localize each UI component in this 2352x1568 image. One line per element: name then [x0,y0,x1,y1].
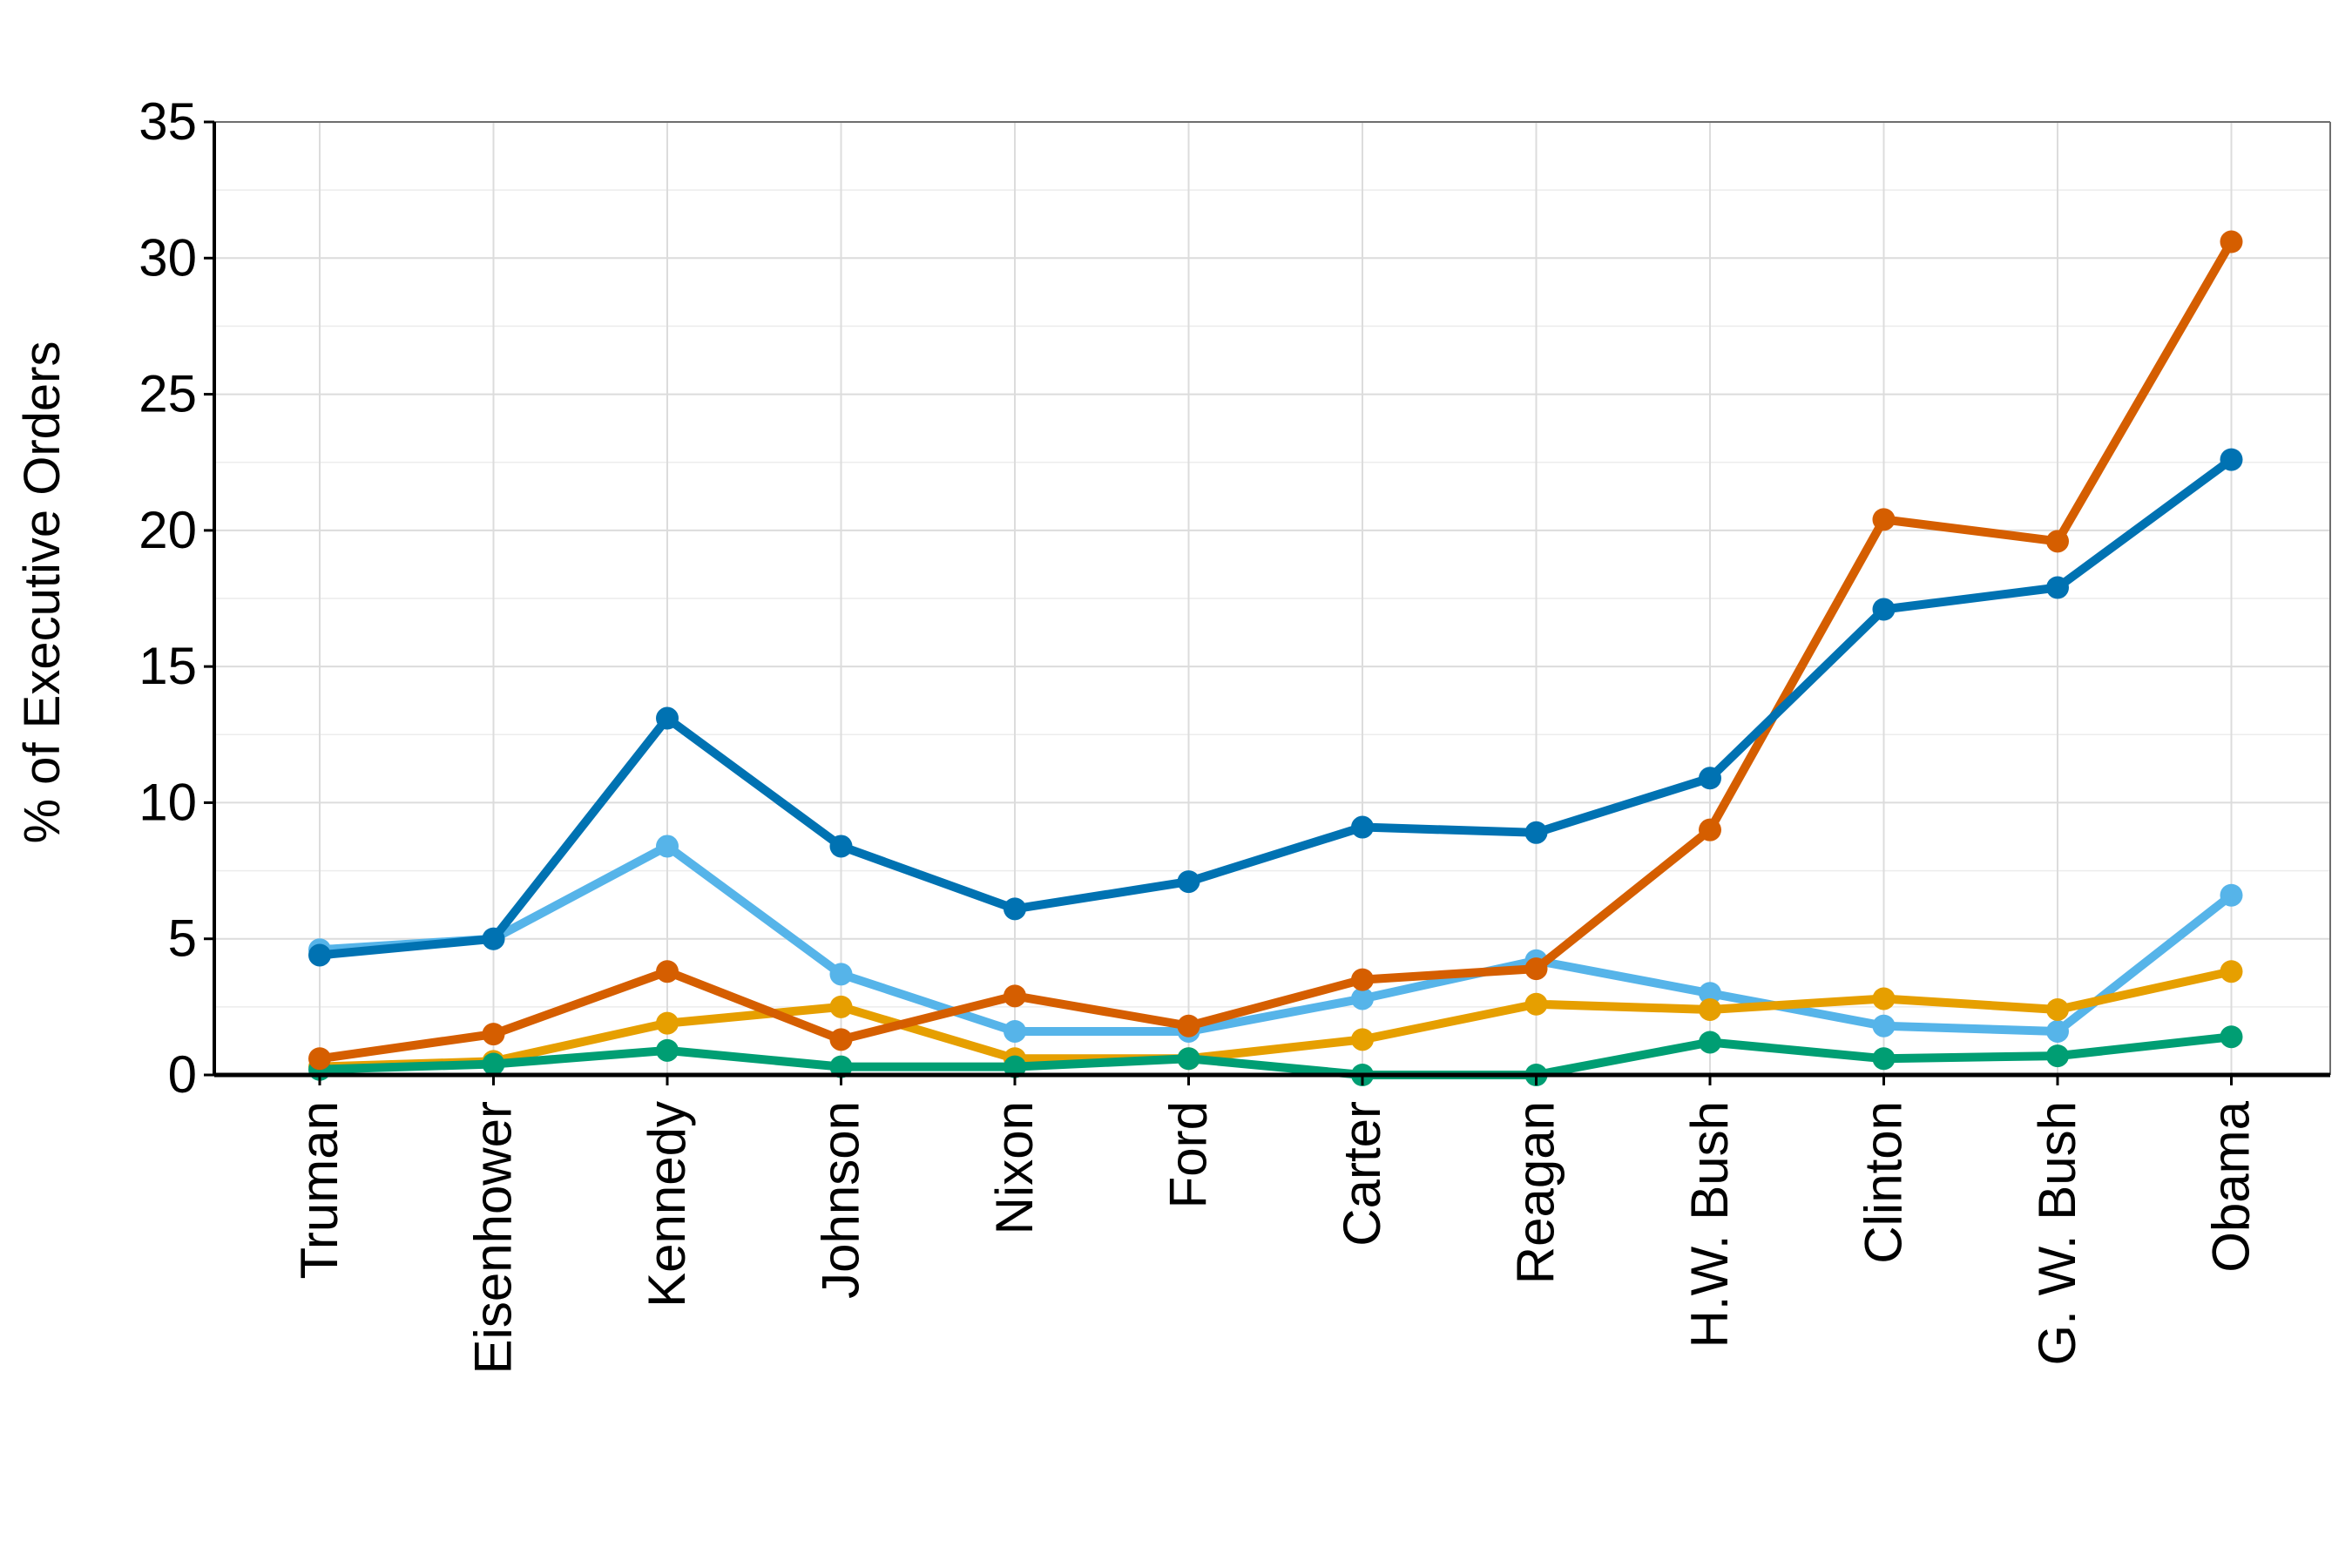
data-point [1872,987,1896,1010]
x-tick-label: Ford [1159,1101,1218,1208]
data-point [1177,1014,1200,1037]
data-point [1524,821,1548,844]
data-point [308,1047,331,1071]
series-group [308,230,2243,1086]
data-point [1351,968,1374,991]
data-point [829,963,853,986]
series-line [315,455,2236,960]
data-point [482,1023,505,1046]
data-point [1872,1014,1896,1037]
y-tick-label: 10 [139,773,197,831]
series-5 [308,448,2243,967]
x-tick-label: Eisenhower [464,1101,523,1375]
x-tick-label: Nixon [985,1101,1044,1234]
data-point [1872,1047,1896,1071]
data-point [1699,1031,1721,1054]
data-point [1524,957,1548,981]
data-point [482,927,505,950]
data-point [656,706,679,730]
data-point [2046,530,2069,553]
series-line [315,841,2236,1036]
x-tick-labels: Truman Eisenhower Kennedy Johnson Nixon Ford C… [290,1075,2261,1375]
data-point [1524,992,1548,1016]
data-point [2220,448,2243,471]
x-tick-label: Reagan [1507,1101,1565,1284]
data-point [656,1038,679,1062]
data-point [2220,1025,2243,1049]
data-point [1004,984,1026,1008]
data-point [1004,1019,1026,1043]
data-point [1177,1047,1200,1071]
x-tick-label: Johnson [812,1101,870,1299]
data-point [2220,960,2243,983]
data-point [308,943,331,967]
data-point [1351,815,1374,839]
x-tick-label: G. W. Bush [2028,1101,2086,1365]
data-point [2046,997,2069,1021]
data-point [2220,230,2243,253]
data-point [1351,1028,1374,1051]
y-tick-label: 15 [139,637,197,695]
y-tick-label: 0 [168,1045,197,1104]
data-point [1177,870,1200,894]
series-line [315,967,2236,1071]
data-point [656,960,679,983]
data-point [829,1028,853,1051]
data-point [829,995,853,1018]
series-line [315,1032,2236,1079]
series-line [315,237,2236,1064]
data-point [1004,897,1026,921]
x-tick-label: Obama [2202,1100,2261,1272]
y-tick-label: 25 [139,365,197,423]
data-point [1872,508,1896,531]
x-tick-label: Kennedy [638,1101,696,1308]
y-tick-labels: 0 5 10 15 20 25 30 35 [139,92,214,1104]
data-point [1351,987,1374,1010]
data-point [829,835,853,858]
x-tick-label: Clinton [1855,1101,1913,1264]
y-tick-label: 35 [139,92,197,151]
data-point [2046,1019,2069,1043]
data-point [1699,767,1721,790]
y-tick-label: 30 [139,228,197,287]
data-point [1004,1055,1026,1078]
data-point [2046,576,2069,599]
x-tick-label: Truman [290,1101,348,1280]
data-point [656,835,679,858]
grid [214,121,2330,1076]
x-tick-label: Carter [1333,1101,1391,1247]
y-tick-label: 5 [168,909,197,968]
data-point [656,1011,679,1035]
series-4 [308,230,2243,1071]
axes [213,121,2331,1078]
y-tick-label: 20 [139,501,197,559]
data-point [1699,818,1721,841]
y-axis-label: % of Executive Orders [14,341,71,844]
data-point [1699,982,1721,1005]
data-point [1699,997,1721,1021]
data-point [2220,883,2243,907]
x-tick-label: H.W. Bush [1680,1101,1739,1348]
data-point [482,1052,505,1076]
data-point [2046,1044,2069,1068]
data-point [1872,598,1896,621]
data-point [829,1055,853,1078]
